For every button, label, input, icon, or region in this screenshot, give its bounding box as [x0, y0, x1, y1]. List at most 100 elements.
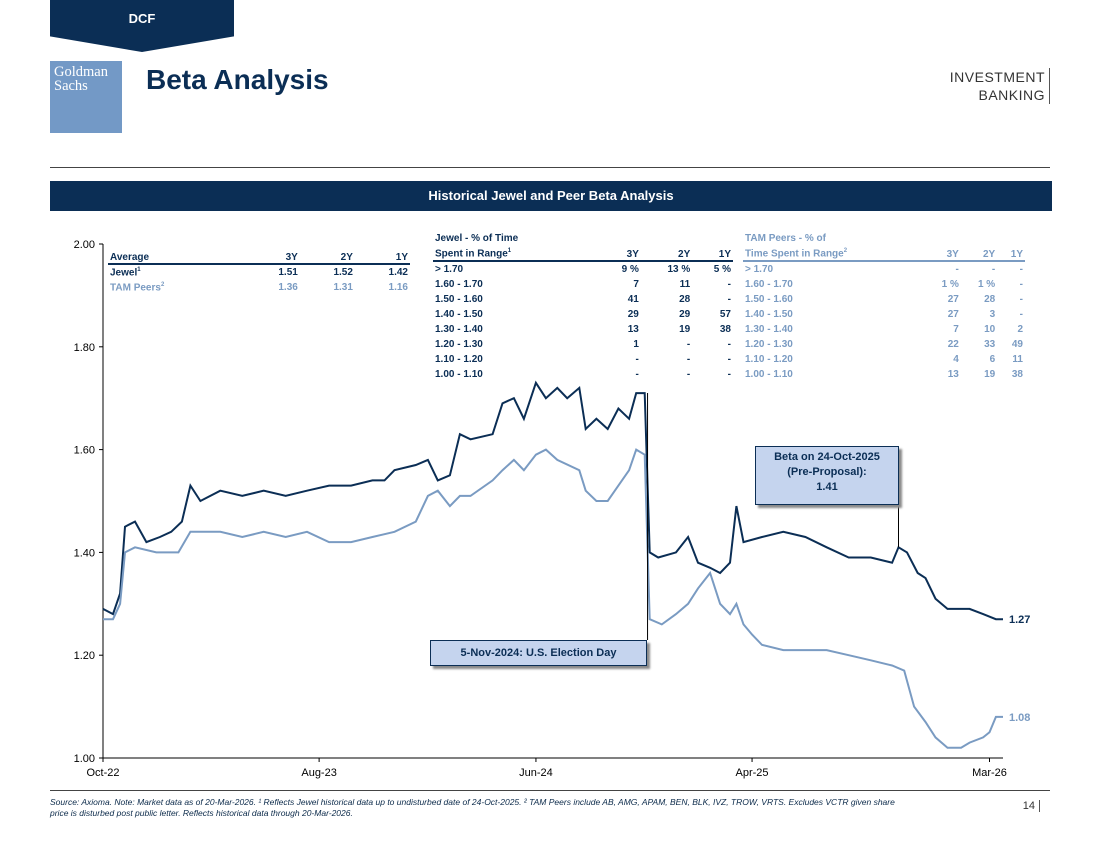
division-label: INVESTMENT BANKING — [950, 68, 1050, 104]
peer-range-label: 1.10 - 1.20 — [745, 354, 793, 366]
table-row: 1.30 - 1.40 13 19 38 — [433, 322, 733, 337]
jewel-range-label: 1.30 - 1.40 — [435, 324, 483, 336]
cell: - — [686, 369, 691, 381]
peer-col-3y: 3Y — [924, 232, 961, 263]
x-tick-label: Mar-26 — [972, 767, 1007, 779]
division-line1: INVESTMENT — [949, 69, 1045, 85]
cell: - — [1019, 294, 1023, 306]
goldman-sachs-logo: Goldman Sachs — [50, 61, 122, 133]
cell: 57 — [719, 309, 731, 321]
jewel-range-label: 1.20 - 1.30 — [435, 339, 483, 351]
cell: - — [955, 264, 959, 276]
cell: 38 — [719, 324, 731, 336]
avg-header-3y: 3Y — [244, 248, 300, 265]
table-row: 1.10 - 1.20 4 6 11 — [743, 352, 1025, 367]
cell: - — [1019, 279, 1023, 291]
cell: 7 — [633, 279, 639, 291]
avg-header-label: Average — [108, 248, 245, 265]
chart-series: 1.27 1.08 — [102, 380, 1030, 749]
cell: 19 — [984, 369, 996, 381]
cell: 29 — [679, 309, 691, 321]
jewel-col-2y: 2Y — [640, 232, 693, 263]
cell: - — [686, 339, 691, 351]
cell: 11 — [1012, 354, 1023, 366]
cell: 5 % — [713, 264, 731, 276]
table-row: 1.50 - 1.60 41 28 - — [433, 292, 733, 307]
cell: 11 — [679, 279, 691, 291]
cell: 2 — [1017, 324, 1023, 336]
beta-line-chart: 1.00 1.20 1.40 1.60 1.80 2.00 Oct-22 Aug-23 Jun-… — [74, 239, 1031, 779]
jewel-range-header: Jewel - % of Time Spent in Range1 — [433, 232, 601, 263]
cell: - — [635, 354, 639, 366]
page-title: Beta Analysis — [146, 64, 329, 95]
cell: 10 — [984, 324, 996, 336]
y-tick-label: 1.20 — [74, 650, 95, 662]
cell: 13 — [947, 369, 959, 381]
y-tick-label: 1.40 — [74, 547, 95, 559]
cell: 1.51 — [278, 267, 298, 278]
peer-range-label: 1.30 - 1.40 — [745, 324, 793, 336]
cell: 13 % — [667, 264, 691, 276]
jewel-range-label: 1.60 - 1.70 — [435, 279, 483, 291]
end-value-label: 1.08 — [1009, 712, 1030, 724]
series-line-jewel — [102, 380, 1003, 621]
chart-annotations — [647, 393, 899, 640]
cell: - — [686, 354, 691, 366]
header-divider — [50, 167, 1050, 168]
row-label: Jewel1 — [110, 266, 141, 279]
end-value-label: 1.27 — [1009, 614, 1030, 626]
footer-divider — [50, 790, 1050, 791]
peer-range-label: 1.00 - 1.10 — [745, 369, 793, 381]
cell: 9 % — [621, 264, 639, 276]
table-row: 1.40 - 1.50 27 3 - — [743, 307, 1025, 322]
table-row: 1.30 - 1.40 7 10 2 — [743, 322, 1025, 337]
cell: 3 — [989, 309, 996, 321]
table-row: 1.00 - 1.10 13 19 38 — [743, 367, 1025, 382]
logo-line2: Sachs — [54, 78, 88, 94]
cell: 19 — [679, 324, 691, 336]
cell: - — [727, 354, 731, 366]
cell: 4 — [953, 354, 959, 366]
jewel-col-1y: 1Y — [692, 232, 733, 263]
cell: - — [1019, 264, 1023, 276]
cell: - — [727, 369, 731, 381]
table-row: 1.10 - 1.20 - - - — [433, 352, 733, 367]
x-tick-label: Oct-22 — [86, 767, 119, 779]
table-row: 1.60 - 1.70 7 11 - — [433, 277, 733, 292]
jewel-range-label: > 1.70 — [435, 264, 464, 276]
table-row: 1.00 - 1.10 - - - — [433, 367, 733, 382]
row-label: TAM Peers2 — [110, 281, 165, 294]
election-day-callout: 5-Nov-2024: U.S. Election Day — [430, 640, 647, 666]
jewel-col-3y: 3Y — [600, 232, 641, 263]
x-tick-label: Jun-24 — [519, 767, 553, 779]
peer-range-label: 1.20 - 1.30 — [745, 339, 793, 351]
cell: 1.16 — [388, 282, 408, 293]
section-tab-label: DCF — [128, 11, 156, 26]
cell: 1.42 — [388, 267, 408, 278]
y-tick-label: 1.80 — [74, 342, 95, 354]
table-row: Jewel1 1.51 1.52 1.42 — [108, 264, 410, 280]
chart-banner: Historical Jewel and Peer Beta Analysis — [50, 181, 1052, 211]
average-table: Average 3Y 2Y 1Y Jewel1 1.51 1.52 1.42 T… — [108, 248, 410, 295]
y-tick-label: 1.60 — [74, 445, 95, 457]
page-number: 14 — [1023, 800, 1040, 812]
cell: - — [1019, 309, 1023, 321]
table-row: > 1.70 9 % 13 % 5 % — [433, 261, 733, 277]
cell: 1 — [633, 339, 639, 351]
jewel-range-table: Jewel - % of Time Spent in Range1 3Y 2Y … — [433, 232, 733, 382]
cell: 7 — [953, 324, 959, 336]
jewel-range-label: 1.10 - 1.20 — [435, 354, 483, 366]
cell: 41 — [627, 294, 639, 306]
table-row: 1.50 - 1.60 27 28 - — [743, 292, 1025, 307]
cell: 1 % — [941, 279, 959, 291]
x-tick-label: Apr-25 — [736, 767, 769, 779]
cell: 28 — [679, 294, 691, 306]
peer-range-label: 1.40 - 1.50 — [745, 309, 793, 321]
peer-range-label: 1.60 - 1.70 — [745, 279, 793, 291]
x-tick-label: Aug-23 — [301, 767, 336, 779]
cell: 27 — [947, 309, 959, 321]
table-row: 1.20 - 1.30 1 - - — [433, 337, 733, 352]
chart-axes: 1.00 1.20 1.40 1.60 1.80 2.00 Oct-22 Aug-23 Jun-… — [74, 239, 1007, 779]
pre-proposal-callout: Beta on 24-Oct-2025 (Pre-Proposal): 1.41 — [755, 446, 899, 505]
cell: - — [991, 264, 996, 276]
